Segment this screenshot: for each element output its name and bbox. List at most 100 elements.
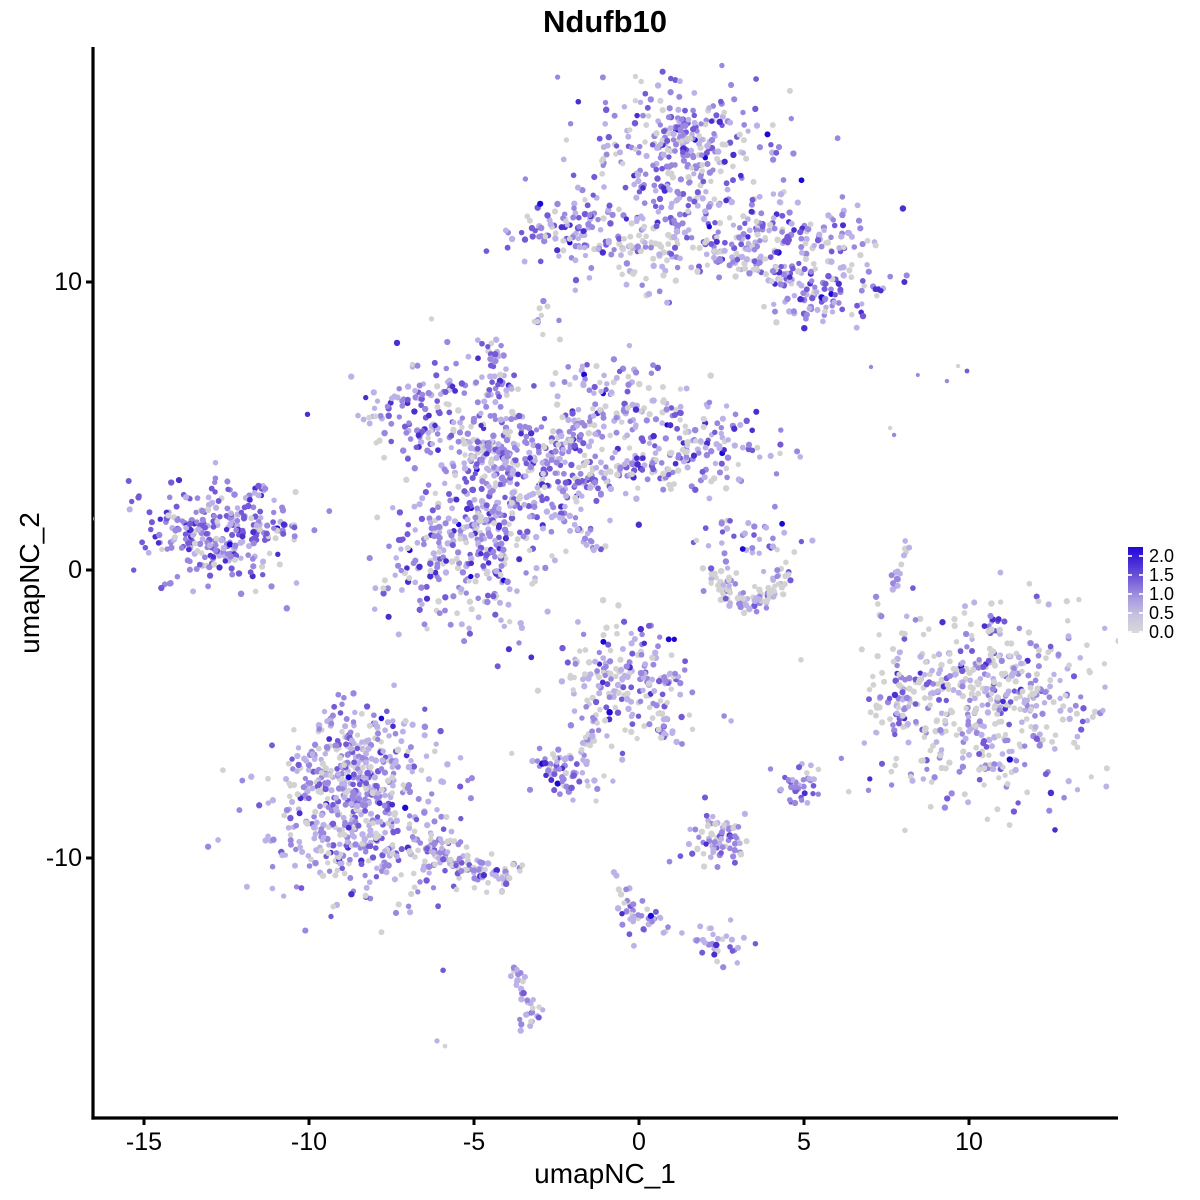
cell-point: [1006, 822, 1013, 828]
cell-point: [526, 786, 534, 793]
cell-point: [671, 481, 677, 487]
cell-point: [967, 621, 974, 628]
cell-point: [525, 503, 532, 510]
cell-point: [437, 437, 443, 444]
cell-point: [581, 452, 588, 459]
cell-point: [165, 512, 172, 519]
cell-point: [728, 936, 736, 943]
cell-point: [625, 373, 632, 380]
cell-point: [477, 859, 484, 866]
cell-point: [1002, 772, 1008, 778]
cell-point: [912, 701, 919, 707]
cell-point: [359, 831, 366, 838]
cell-point: [791, 292, 798, 299]
cell-point: [867, 776, 873, 782]
cell-point: [237, 539, 244, 546]
cell-point: [552, 448, 559, 455]
cell-point: [371, 774, 378, 781]
cell-point: [286, 793, 293, 800]
cell-point: [838, 233, 845, 240]
cell-point: [721, 158, 728, 165]
cell-point: [915, 373, 920, 377]
cell-point: [540, 297, 547, 305]
cell-point: [533, 565, 540, 572]
cell-point: [628, 460, 636, 467]
cell-point: [407, 744, 414, 751]
cell-point: [234, 517, 241, 524]
cell-point: [248, 515, 255, 522]
cell-point: [810, 782, 817, 789]
cell-point: [711, 839, 718, 846]
cell-point: [461, 465, 469, 472]
cell-point: [496, 393, 502, 400]
cell-point: [330, 801, 336, 808]
cell-point: [956, 768, 963, 775]
cell-point: [740, 109, 746, 116]
cell-point: [623, 281, 630, 288]
cell-point: [614, 471, 621, 478]
cell-point: [367, 843, 374, 850]
cell-point: [718, 430, 725, 437]
cell-point: [607, 647, 614, 654]
cell-point: [226, 541, 233, 548]
cell-point: [236, 807, 243, 814]
cell-point: [810, 261, 817, 267]
cell-point: [572, 494, 579, 501]
cell-point: [689, 850, 696, 857]
cell-point: [705, 543, 712, 549]
cell-point: [275, 551, 281, 557]
cell-point: [516, 640, 522, 646]
cell-point: [974, 679, 981, 686]
cell-point: [475, 614, 482, 621]
cell-point: [490, 548, 497, 555]
cell-point: [673, 406, 679, 413]
cell-point: [166, 494, 173, 501]
cell-point: [681, 229, 689, 236]
cell-point: [474, 337, 481, 343]
cell-point: [185, 546, 192, 553]
cell-point: [744, 246, 750, 252]
cell-point: [269, 885, 276, 892]
cell-point: [597, 226, 604, 233]
cell-point: [1034, 685, 1041, 692]
cell-point: [701, 474, 708, 481]
cell-point: [630, 942, 637, 949]
cell-point: [585, 443, 593, 450]
cell-point: [723, 465, 730, 472]
cell-point: [797, 229, 804, 236]
cell-point: [851, 244, 858, 250]
cell-point: [322, 780, 328, 786]
cell-point: [585, 429, 593, 437]
cell-point: [378, 766, 385, 772]
cell-point: [967, 697, 973, 704]
cell-point: [368, 755, 375, 762]
cell-point: [633, 194, 640, 201]
cell-point: [404, 396, 411, 403]
cell-point: [485, 879, 491, 886]
cell-point: [551, 208, 559, 215]
cell-point: [396, 509, 404, 516]
cell-point: [643, 152, 650, 160]
cell-point: [362, 759, 370, 766]
cell-point: [1000, 698, 1006, 705]
cell-point: [879, 719, 886, 726]
cell-point: [339, 728, 345, 735]
cell-point: [607, 517, 613, 524]
cell-point: [1047, 789, 1055, 797]
cell-point: [167, 580, 174, 587]
cell-point: [753, 76, 759, 82]
cell-point: [594, 720, 600, 726]
cell-point: [434, 404, 441, 411]
cell-point: [369, 854, 377, 861]
cell-point: [613, 429, 620, 436]
cell-point: [794, 268, 802, 275]
cell-point: [650, 397, 657, 404]
cell-point: [608, 251, 615, 258]
cell-point: [768, 142, 774, 148]
cell-point: [418, 402, 424, 409]
cell-point: [373, 845, 379, 851]
cell-point: [685, 116, 692, 123]
cell-point: [524, 997, 531, 1004]
cell-point: [551, 787, 558, 794]
cell-point: [983, 744, 990, 750]
